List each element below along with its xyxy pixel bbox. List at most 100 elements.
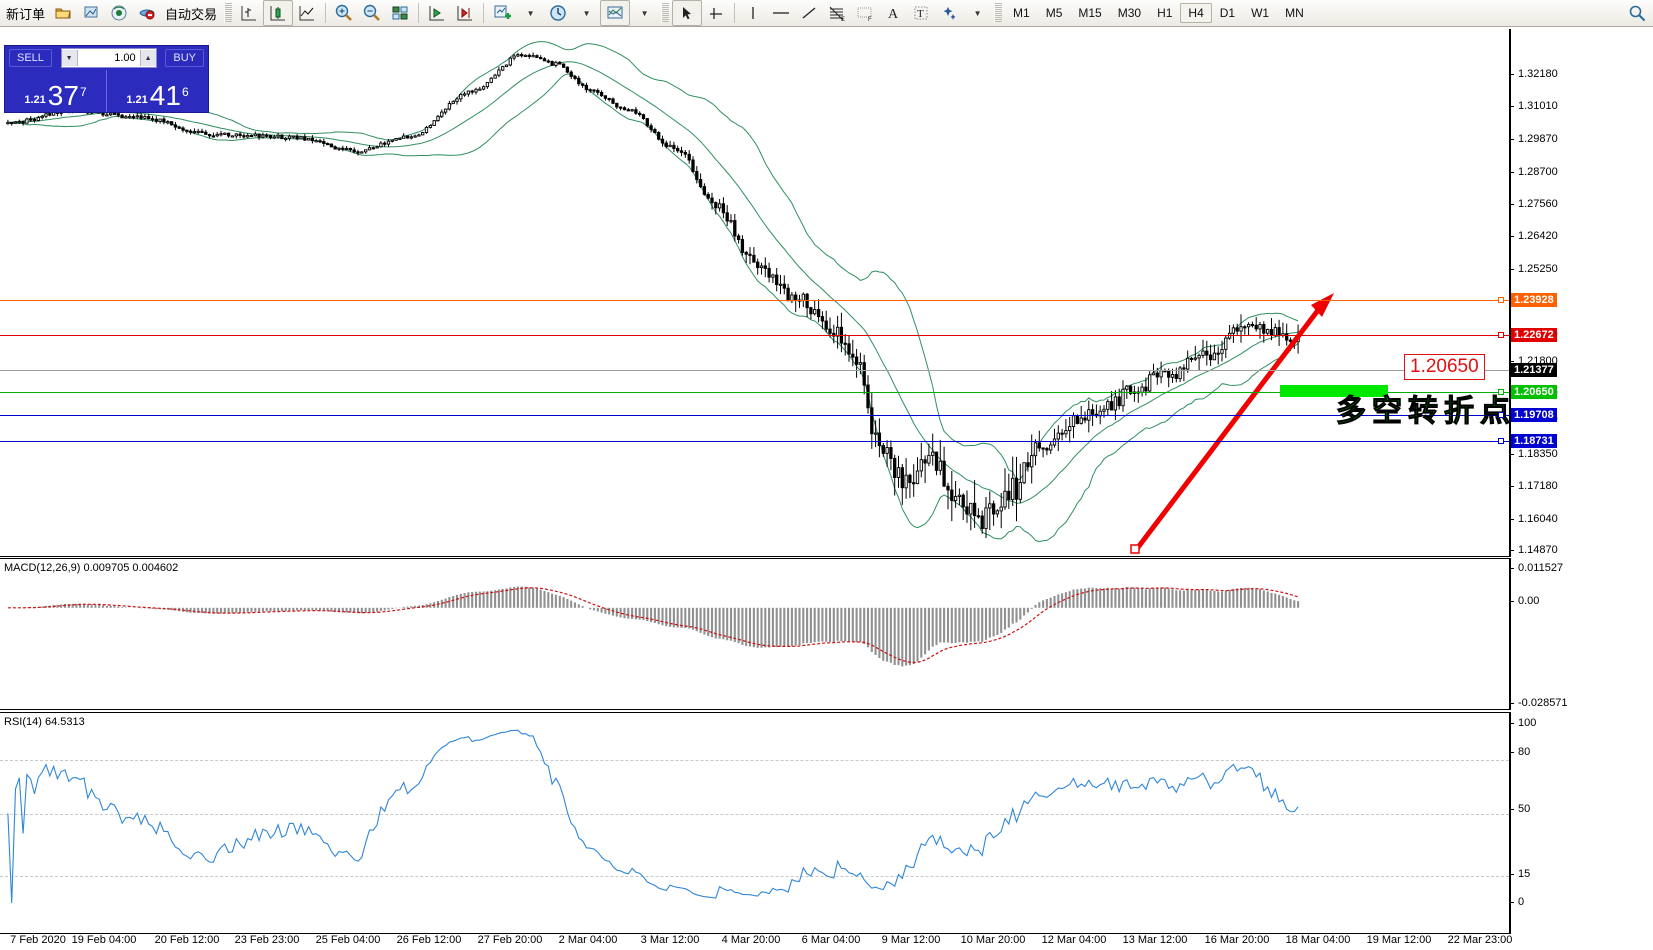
timeframe-d1[interactable]: D1	[1219, 6, 1236, 20]
network-icon[interactable]	[105, 1, 133, 25]
autotrade-button[interactable]: 自动交易	[165, 6, 218, 22]
auto-scroll-icon[interactable]	[451, 1, 479, 25]
buy-price-area[interactable]: 1.21 41 6	[107, 70, 208, 112]
macd-pane[interactable]: MACD(12,26,9) 0.009705 0.004602	[0, 558, 1510, 710]
templates-icon[interactable]	[600, 0, 631, 26]
text-icon[interactable]: A	[879, 1, 907, 25]
line-chart-icon[interactable]	[293, 1, 321, 25]
rsi-axis: 100 80 50 15 0	[1510, 712, 1653, 934]
chevron-down-icon-4[interactable]: ▼	[973, 8, 982, 18]
price-level-line-1-18731[interactable]	[0, 441, 1509, 442]
sell-price-fraction: 7	[79, 85, 87, 99]
chevron-down-icon[interactable]: ▼	[526, 8, 535, 18]
shapes-icon[interactable]	[935, 1, 963, 25]
timeframe-m5[interactable]: M5	[1045, 6, 1063, 20]
green-highlight-zone[interactable]	[1280, 385, 1388, 397]
timeframe-w1[interactable]: W1	[1251, 6, 1270, 20]
rsi-level-80	[0, 759, 1509, 761]
timeframe-m1[interactable]: M1	[1013, 6, 1030, 20]
volume-increment-icon[interactable]: ▲	[139, 50, 156, 66]
label-icon[interactable]: T	[907, 1, 935, 25]
sell-price-area[interactable]: 1.21 37 7	[5, 70, 107, 112]
price-tag-1-18731[interactable]: 1.18731	[1511, 434, 1557, 448]
timeframe-mn[interactable]: MN	[1285, 6, 1304, 20]
main-toolbar: 新订单 自动交易	[0, 0, 1653, 27]
price-chart-canvas	[6, 41, 1334, 554]
add-indicator-icon[interactable]	[488, 1, 516, 25]
volume-decrement-icon[interactable]: ▼	[61, 50, 78, 66]
price-level-line-1-19708[interactable]	[0, 415, 1509, 416]
toolbar-separator-3	[994, 3, 1003, 23]
level-anchor[interactable]	[1498, 297, 1504, 303]
chevron-down-icon-2[interactable]: ▼	[582, 8, 591, 18]
axis-tick: 100	[1510, 717, 1536, 729]
toolbar-divider-4	[734, 3, 736, 23]
level-anchor[interactable]	[1498, 332, 1504, 338]
new-order-button[interactable]: 新订单	[6, 6, 46, 22]
channel-icon[interactable]: F	[851, 1, 879, 25]
price-level-line-1-20650[interactable]	[0, 392, 1509, 393]
level-anchor[interactable]	[1498, 412, 1504, 418]
toolbar-divider-3	[483, 3, 485, 23]
time-axis[interactable]: 7 Feb 2020 19 Feb 04:00 20 Feb 12:00 23 Feb…	[0, 934, 1512, 950]
vertical-line-icon[interactable]	[739, 1, 767, 25]
chart-shift-icon[interactable]	[423, 1, 451, 25]
price-axis[interactable]: 1.32180 1.31010 1.29870 1.28700 1.27560 1.264…	[1510, 29, 1653, 587]
level-anchor[interactable]	[1498, 389, 1504, 395]
level-anchor[interactable]	[1498, 438, 1504, 444]
chinese-annotation-text[interactable]: 多空转折点	[1336, 395, 1510, 429]
tile-windows-icon[interactable]	[386, 1, 414, 25]
axis-tick: 1.29870	[1510, 133, 1558, 145]
cursor-icon[interactable]	[672, 0, 703, 26]
price-tag-1-21377[interactable]: 1.21377	[1511, 363, 1557, 377]
volume-input[interactable]: 1.00	[114, 52, 136, 64]
price-chart-pane[interactable]: 多空转折点 1.20650	[0, 29, 1510, 557]
trendline-icon[interactable]	[795, 1, 823, 25]
zoom-out-icon[interactable]	[358, 1, 386, 25]
price-callout-label[interactable]: 1.20650	[1404, 354, 1485, 380]
price-tag-1-20650[interactable]: 1.20650	[1511, 385, 1557, 399]
axis-tick: 1.25250	[1510, 263, 1558, 275]
rsi-pane[interactable]: RSI(14) 64.5313	[0, 712, 1510, 934]
timeframe-m15[interactable]: M15	[1078, 6, 1102, 20]
search-icon[interactable]	[1623, 1, 1651, 25]
trend-arrow	[1130, 293, 1334, 554]
time-axis-label: 18 Mar 04:00	[1285, 934, 1351, 946]
one-click-trading-panel[interactable]: SELL ▼ 1.00 ▲ BUY 1.21 37 7 1.21 41 6	[4, 45, 209, 113]
timeframe-h1[interactable]: H1	[1157, 6, 1173, 20]
expert-advisor-icon[interactable]	[133, 1, 161, 25]
time-axis-label: 6 Mar 04:00	[801, 934, 861, 946]
price-tag-1-22672[interactable]: 1.22672	[1511, 328, 1557, 342]
rsi-canvas	[7, 729, 1299, 904]
price-level-line-1-22672[interactable]	[0, 335, 1509, 336]
bar-chart-icon[interactable]	[235, 1, 263, 25]
period-icon[interactable]	[544, 1, 572, 25]
buy-button[interactable]: BUY	[165, 49, 204, 67]
sell-button[interactable]: SELL	[9, 49, 52, 67]
svg-text:F: F	[868, 17, 872, 22]
candlestick-chart-icon[interactable]	[263, 0, 294, 26]
time-axis-label: 23 Feb 23:00	[234, 934, 300, 946]
macd-label: MACD(12,26,9) 0.009705 0.004602	[4, 562, 179, 574]
zoom-in-icon[interactable]	[330, 1, 358, 25]
price-level-line-1-23928[interactable]	[0, 300, 1509, 301]
timeframe-m30[interactable]: M30	[1117, 6, 1142, 20]
chevron-down-icon-3[interactable]: ▼	[640, 8, 649, 18]
rsi-label: RSI(14) 64.5313	[4, 716, 85, 728]
print-preview-icon[interactable]	[77, 1, 105, 25]
price-tag-1-23928[interactable]: 1.23928	[1511, 293, 1557, 307]
crosshair-icon[interactable]	[702, 1, 730, 25]
timeframe-h4[interactable]: H4	[1180, 3, 1212, 23]
axis-tick: 50	[1510, 803, 1530, 815]
fibonacci-icon[interactable]: E	[823, 1, 851, 25]
time-axis-label: 7 Feb 2020	[10, 934, 66, 946]
axis-tick: 1.26420	[1510, 230, 1558, 242]
volume-stepper[interactable]: ▼ 1.00 ▲	[60, 48, 157, 68]
axis-tick: 1.27560	[1510, 198, 1558, 210]
folder-icon[interactable]	[49, 1, 77, 25]
time-axis-label: 26 Feb 12:00	[396, 934, 462, 946]
price-tag-1-19708[interactable]: 1.19708	[1511, 408, 1557, 422]
horizontal-line-icon[interactable]	[767, 1, 795, 25]
macd-axis: 0.011527 0.00 -0.028571	[1510, 558, 1653, 710]
axis-tick: 1.17180	[1510, 480, 1558, 492]
